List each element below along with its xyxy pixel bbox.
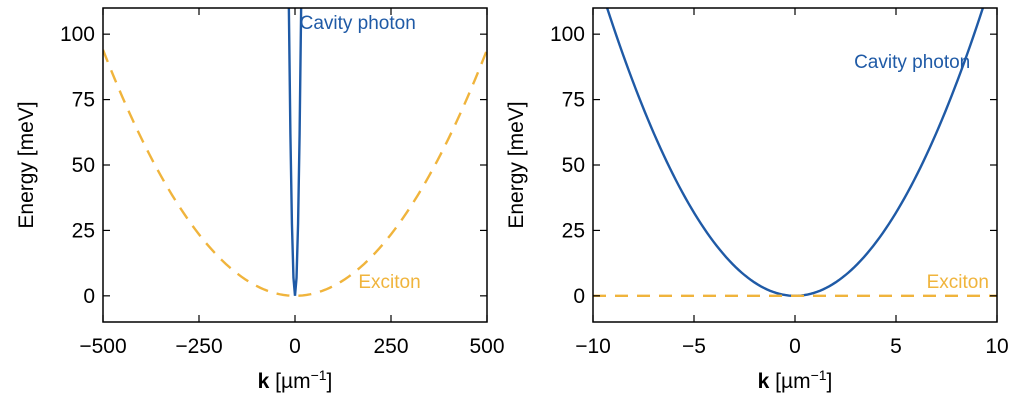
x-axis-label-close: ] bbox=[327, 370, 333, 393]
series-line-exciton bbox=[103, 49, 487, 298]
x-tick-label: −500 bbox=[79, 335, 126, 358]
y-tick-label: 0 bbox=[83, 285, 95, 308]
y-tick-label: 25 bbox=[562, 219, 585, 242]
x-axis-label: k [µm−1] bbox=[758, 367, 833, 393]
x-axis-label-exponent: −1 bbox=[311, 367, 327, 383]
y-tick-label: 50 bbox=[562, 154, 585, 177]
y-tick-label: 75 bbox=[72, 89, 95, 112]
y-tick-label: 75 bbox=[562, 89, 585, 112]
x-tick-label: −10 bbox=[575, 335, 611, 358]
series-line-cavity-photon bbox=[606, 8, 984, 298]
y-tick-label: 50 bbox=[72, 154, 95, 177]
y-tick-label: 100 bbox=[550, 23, 585, 46]
x-tick-label: −250 bbox=[175, 335, 222, 358]
annotation-exciton: Exciton bbox=[358, 272, 420, 293]
x-axis-label-close: ] bbox=[827, 370, 833, 393]
annotation-exciton: Exciton bbox=[927, 272, 989, 293]
x-axis-label-symbol: k bbox=[758, 370, 770, 393]
x-tick-label: 5 bbox=[890, 335, 902, 358]
y-tick-label: 100 bbox=[60, 23, 95, 46]
x-tick-label: 0 bbox=[289, 335, 301, 358]
x-axis-label-exponent: −1 bbox=[811, 367, 827, 383]
y-tick-label: 0 bbox=[573, 285, 585, 308]
y-axis-label: Energy [meV] bbox=[505, 101, 528, 228]
y-tick-label: 25 bbox=[72, 219, 95, 242]
x-tick-label: 10 bbox=[985, 335, 1008, 358]
annotation-cavity-photon: Cavity photon bbox=[300, 13, 416, 34]
x-tick-label: −5 bbox=[682, 335, 706, 358]
plot-area bbox=[103, 8, 487, 298]
x-axis-label-unit: [µm bbox=[269, 370, 310, 393]
x-tick-label: 250 bbox=[373, 335, 408, 358]
x-axis-label: k [µm−1] bbox=[258, 367, 333, 393]
annotation-cavity-photon: Cavity photon bbox=[854, 52, 970, 73]
x-tick-label: 0 bbox=[789, 335, 801, 358]
left-panel: −500 −250 0 250 500 0 25 50 75 100 k [µm−1] Energy … bbox=[15, 7, 505, 393]
x-axis-label-symbol: k bbox=[258, 370, 270, 393]
x-axis-label-unit: [µm bbox=[769, 370, 810, 393]
axes-frame bbox=[102, 7, 488, 323]
plot-area bbox=[593, 8, 997, 298]
y-axis-label: Energy [meV] bbox=[15, 101, 38, 228]
series-line-cavity-photon bbox=[287, 8, 303, 296]
x-tick-label: 500 bbox=[469, 335, 504, 358]
